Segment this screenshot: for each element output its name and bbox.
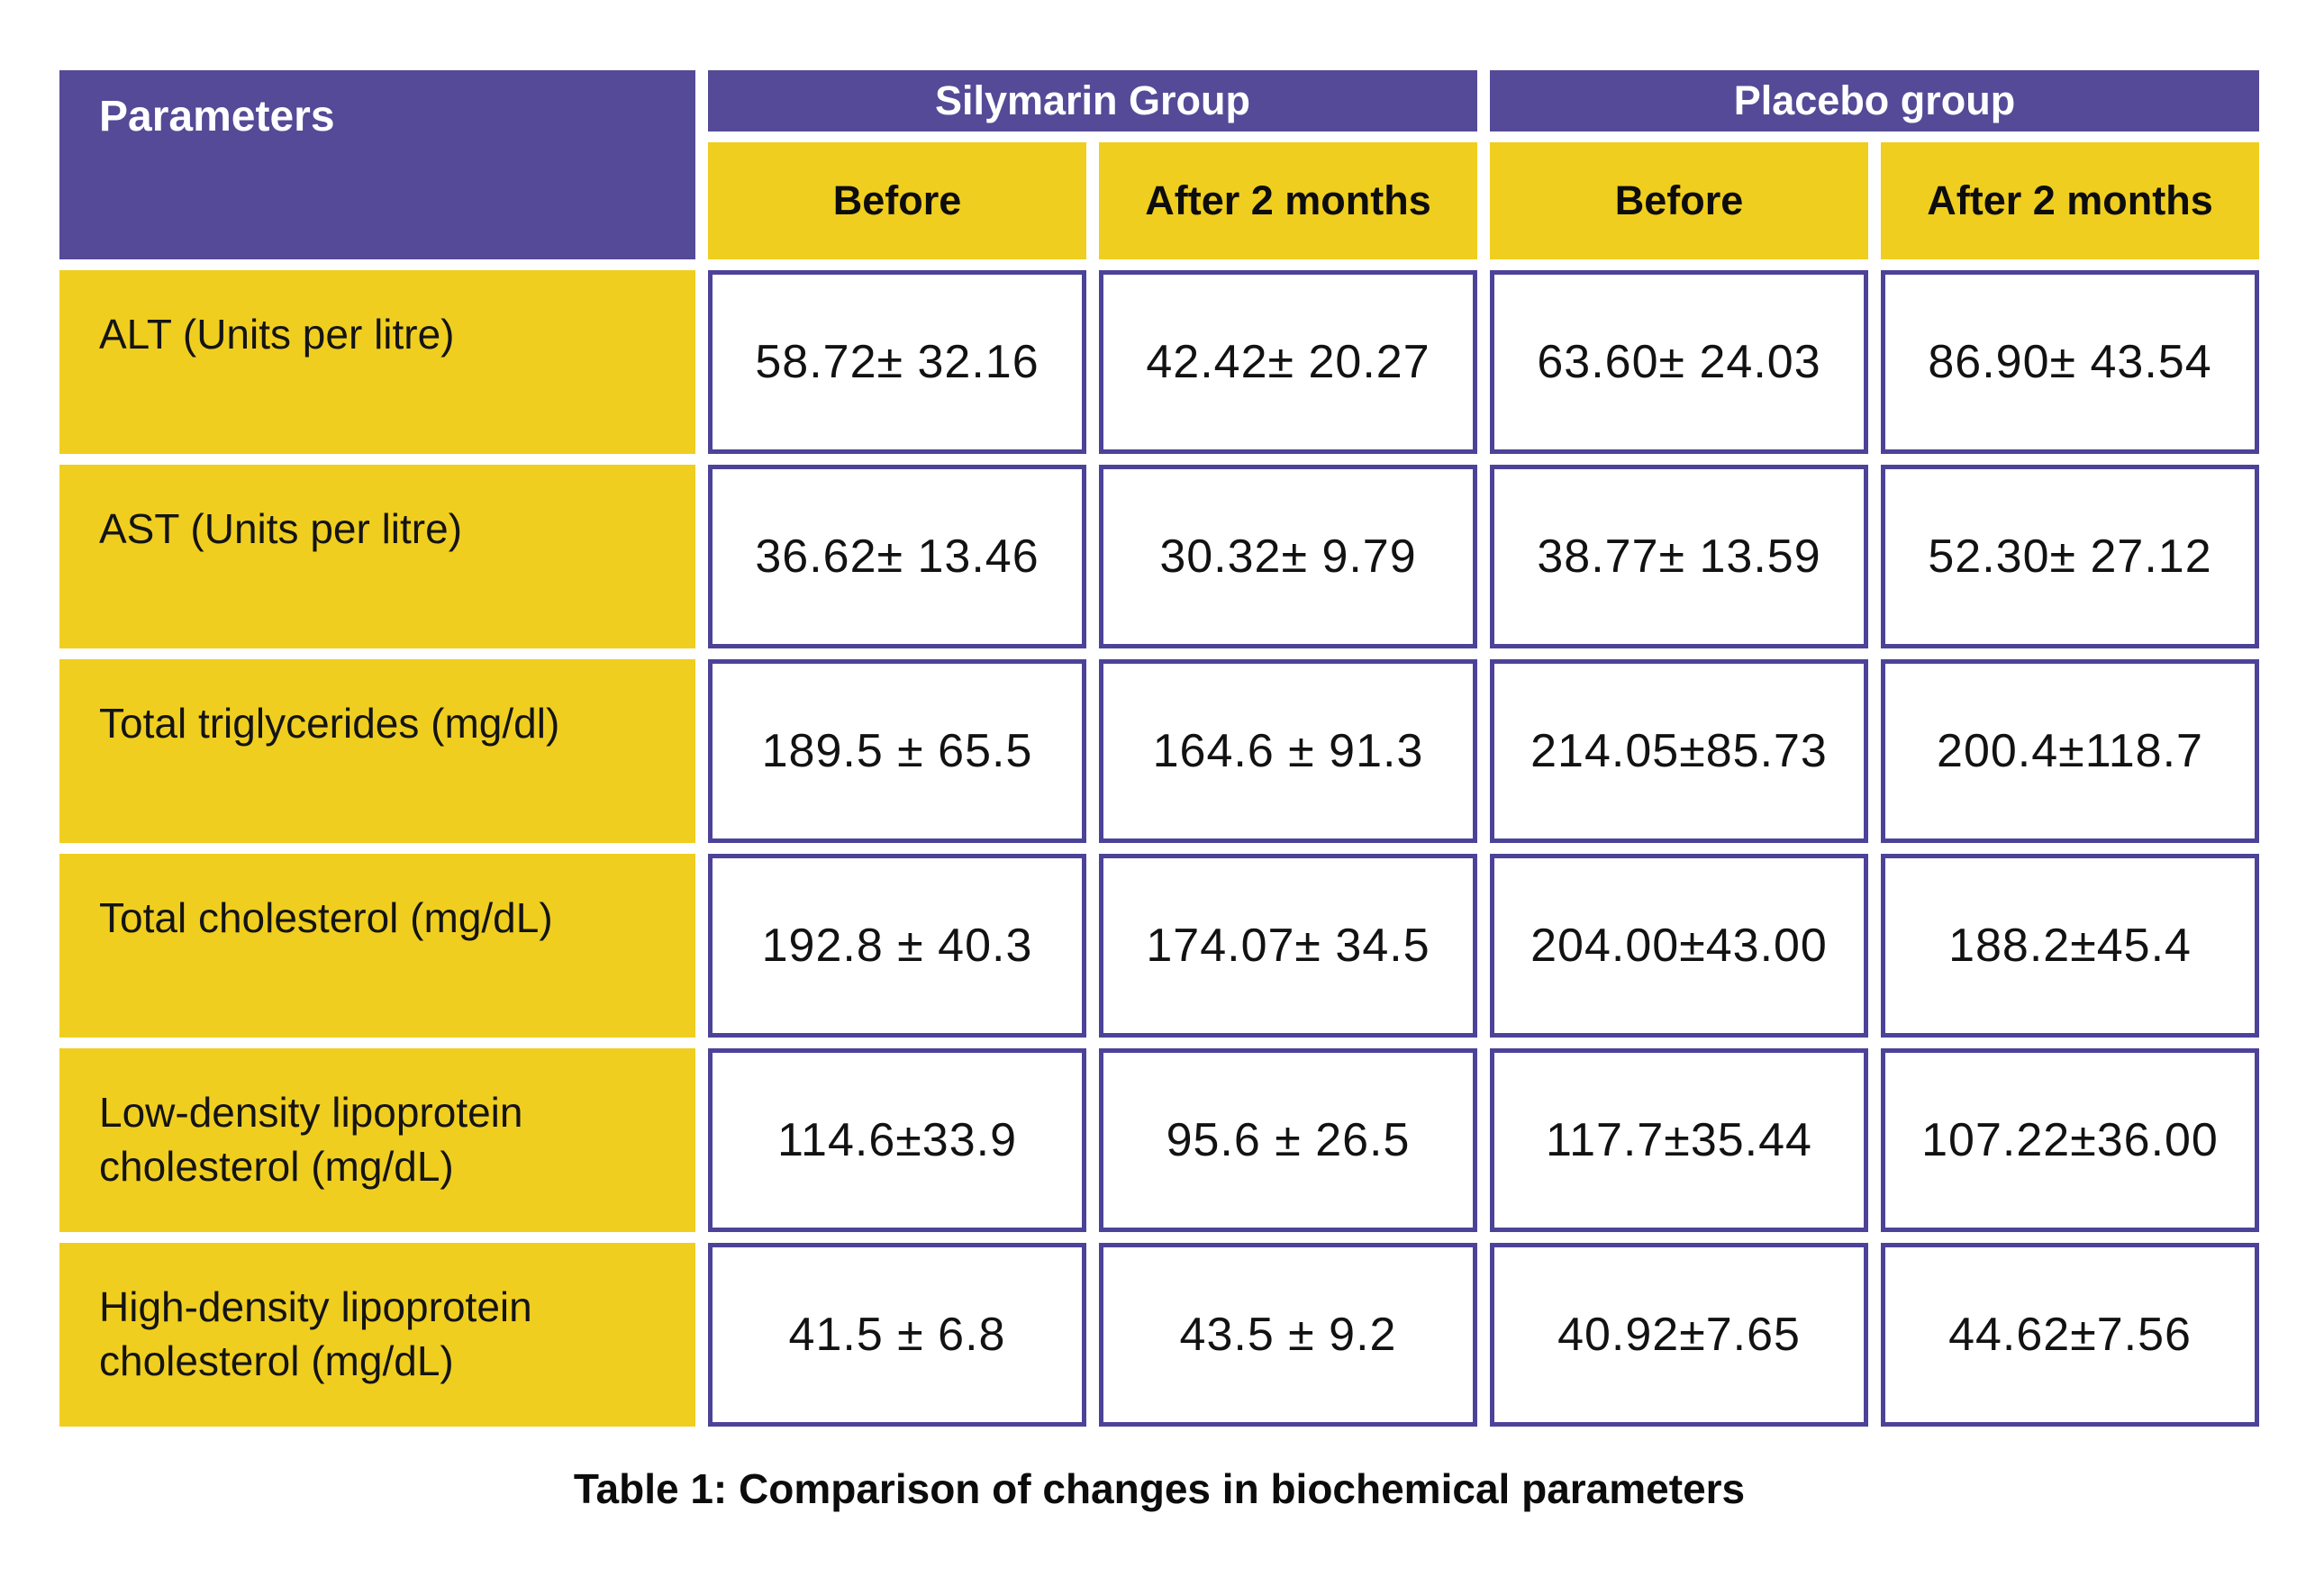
subheader-placebo-before: Before xyxy=(1490,142,1868,259)
parameter-label-ast: AST (Units per litre) xyxy=(59,465,695,648)
parameter-label-cholesterol: Total cholesterol (mg/dL) xyxy=(59,854,695,1038)
parameter-label-alt: ALT (Units per litre) xyxy=(59,270,695,454)
value-cell: 188.2±45.4 xyxy=(1881,854,2259,1038)
value-cell: 44.62±7.56 xyxy=(1881,1243,2259,1427)
table-caption: Table 1: Comparison of changes in bioche… xyxy=(573,1465,1746,1512)
value-cell: 200.4±118.7 xyxy=(1881,659,2259,843)
value-cell: 189.5 ± 65.5 xyxy=(708,659,1086,843)
subheader-silymarin-after: After 2 months xyxy=(1099,142,1477,259)
value-cell: 114.6±33.9 xyxy=(708,1048,1086,1232)
value-cell: 214.05±85.73 xyxy=(1490,659,1868,843)
parameters-column-header: Parameters xyxy=(59,70,695,259)
value-cell: 30.32± 9.79 xyxy=(1099,465,1477,648)
value-cell: 41.5 ± 6.8 xyxy=(708,1243,1086,1427)
value-cell: 52.30± 27.12 xyxy=(1881,465,2259,648)
subheader-silymarin-before: Before xyxy=(708,142,1086,259)
value-cell: 42.42± 20.27 xyxy=(1099,270,1477,454)
value-cell: 58.72± 32.16 xyxy=(708,270,1086,454)
value-cell: 63.60± 24.03 xyxy=(1490,270,1868,454)
value-cell: 117.7±35.44 xyxy=(1490,1048,1868,1232)
group-header-placebo: Placebo group xyxy=(1490,70,2259,131)
value-cell: 38.77± 13.59 xyxy=(1490,465,1868,648)
value-cell: 192.8 ± 40.3 xyxy=(708,854,1086,1038)
value-cell: 95.6 ± 26.5 xyxy=(1099,1048,1477,1232)
value-cell: 174.07± 34.5 xyxy=(1099,854,1477,1038)
subheader-placebo-after: After 2 months xyxy=(1881,142,2259,259)
parameter-label-ldl: Low-density lipoprotein cholesterol (mg/… xyxy=(59,1048,695,1232)
value-cell: 107.22±36.00 xyxy=(1881,1048,2259,1232)
value-cell: 164.6 ± 91.3 xyxy=(1099,659,1477,843)
biochemical-parameters-table: Parameters Silymarin Group Placebo group… xyxy=(59,70,2259,1427)
value-cell: 43.5 ± 9.2 xyxy=(1099,1243,1477,1427)
value-cell: 36.62± 13.46 xyxy=(708,465,1086,648)
value-cell: 204.00±43.00 xyxy=(1490,854,1868,1038)
group-header-silymarin: Silymarin Group xyxy=(708,70,1477,131)
parameter-label-triglycerides: Total triglycerides (mg/dl) xyxy=(59,659,695,843)
value-cell: 86.90± 43.54 xyxy=(1881,270,2259,454)
parameter-label-hdl: High-density lipoprotein cholesterol (mg… xyxy=(59,1243,695,1427)
value-cell: 40.92±7.65 xyxy=(1490,1243,1868,1427)
